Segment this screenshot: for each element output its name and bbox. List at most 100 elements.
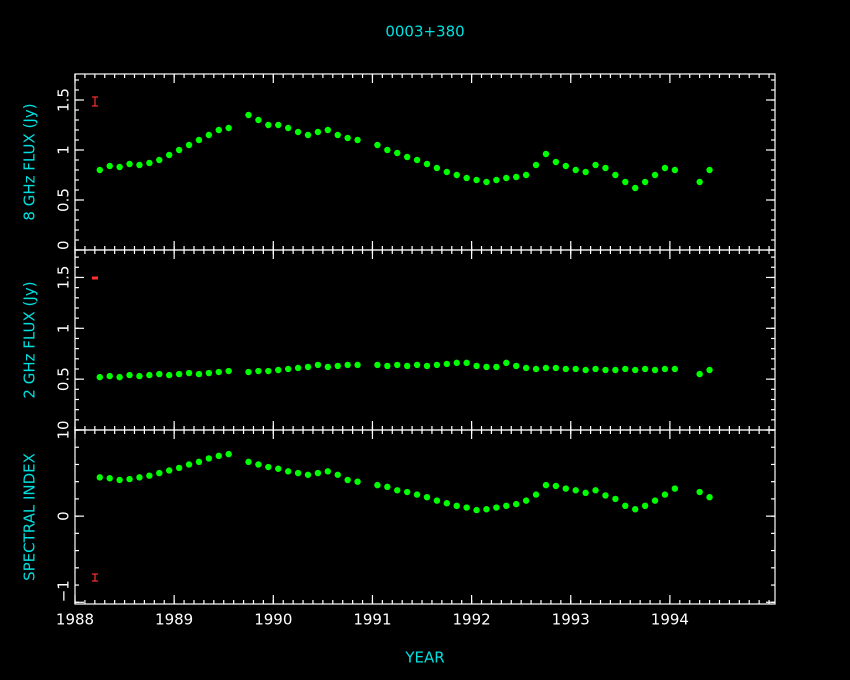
data-point (165, 151, 173, 159)
data-point (156, 469, 163, 477)
data-point (562, 485, 569, 492)
y-axis-label: 8 GHz FLUX (Jy) (21, 103, 39, 220)
data-point (671, 166, 679, 174)
data-point (344, 476, 351, 484)
data-point (96, 166, 103, 174)
data-point (661, 365, 669, 373)
data-point (255, 116, 262, 124)
data-point (631, 366, 639, 374)
data-point (314, 469, 322, 477)
data-point (195, 370, 203, 378)
data-point (443, 500, 451, 507)
data-point (215, 126, 222, 134)
data-point (344, 361, 351, 369)
data-point (706, 493, 713, 501)
y-tick-label: 0 (55, 511, 73, 521)
data-point (265, 121, 272, 129)
data-point (314, 361, 322, 369)
y-tick-label: 0.5 (55, 188, 73, 212)
data-point (106, 475, 113, 482)
data-point (255, 367, 262, 375)
data-point (314, 128, 322, 136)
data-point (641, 502, 649, 510)
data-point (304, 131, 312, 139)
data-point (354, 478, 361, 485)
data-point (463, 504, 470, 511)
data-point (463, 174, 470, 182)
y-tick-label: 1 (55, 324, 73, 334)
data-point (522, 497, 530, 504)
data-point (631, 184, 639, 192)
data-point (106, 372, 113, 380)
data-point (225, 124, 232, 132)
data-point (542, 150, 550, 158)
data-point (413, 491, 421, 498)
data-point (136, 372, 143, 380)
data-point (225, 367, 232, 375)
data-point (641, 365, 649, 373)
data-point (631, 506, 639, 513)
data-point (493, 363, 500, 371)
data-point (463, 359, 470, 367)
data-point (513, 362, 520, 370)
panel-frame (74, 249, 776, 431)
data-point (443, 168, 451, 176)
data-point (473, 176, 480, 184)
data-point (344, 134, 351, 142)
data-point (503, 502, 510, 510)
y-axis-label: 2 GHz FLUX (Jy) (21, 281, 39, 398)
data-point (671, 485, 679, 492)
data-point (275, 366, 282, 374)
data-point (696, 178, 703, 186)
data-point (413, 156, 421, 164)
data-point (304, 471, 312, 478)
data-point (136, 161, 143, 169)
data-point (522, 171, 530, 179)
data-point (671, 365, 679, 373)
data-point (602, 492, 609, 499)
data-point (334, 471, 341, 478)
data-point (275, 121, 282, 129)
data-point (562, 365, 569, 373)
data-point (622, 365, 629, 373)
data-point (205, 369, 213, 377)
data-point (225, 450, 232, 458)
data-point (304, 363, 312, 371)
data-point (651, 171, 659, 179)
data-point (136, 474, 143, 481)
data-point (275, 465, 282, 472)
data-point (185, 141, 193, 149)
data-point (403, 488, 411, 496)
data-point (696, 488, 703, 496)
data-point (374, 481, 381, 489)
data-point (106, 162, 113, 170)
data-point (374, 361, 381, 369)
data-point (433, 497, 441, 504)
data-point (661, 164, 669, 172)
data-point (622, 502, 629, 510)
x-tick-label: 1989 (155, 611, 193, 629)
data-point (205, 131, 213, 139)
data-point (552, 482, 560, 490)
data-point (334, 362, 341, 370)
data-point (294, 128, 302, 136)
data-point (126, 160, 133, 168)
data-point (433, 164, 441, 172)
data-point (622, 178, 629, 186)
data-point (443, 360, 451, 368)
data-point (294, 469, 302, 477)
data-point (552, 364, 560, 372)
data-point (453, 359, 460, 367)
data-point (532, 365, 540, 373)
data-point (453, 171, 460, 179)
data-point (265, 367, 272, 375)
data-point (354, 136, 361, 144)
data-point (423, 160, 431, 168)
data-point (245, 111, 252, 119)
x-axis-label: YEAR (404, 649, 444, 667)
data-point (522, 364, 530, 372)
data-point (572, 365, 579, 373)
data-point (542, 481, 550, 489)
data-point (661, 491, 669, 498)
data-point (284, 365, 292, 373)
